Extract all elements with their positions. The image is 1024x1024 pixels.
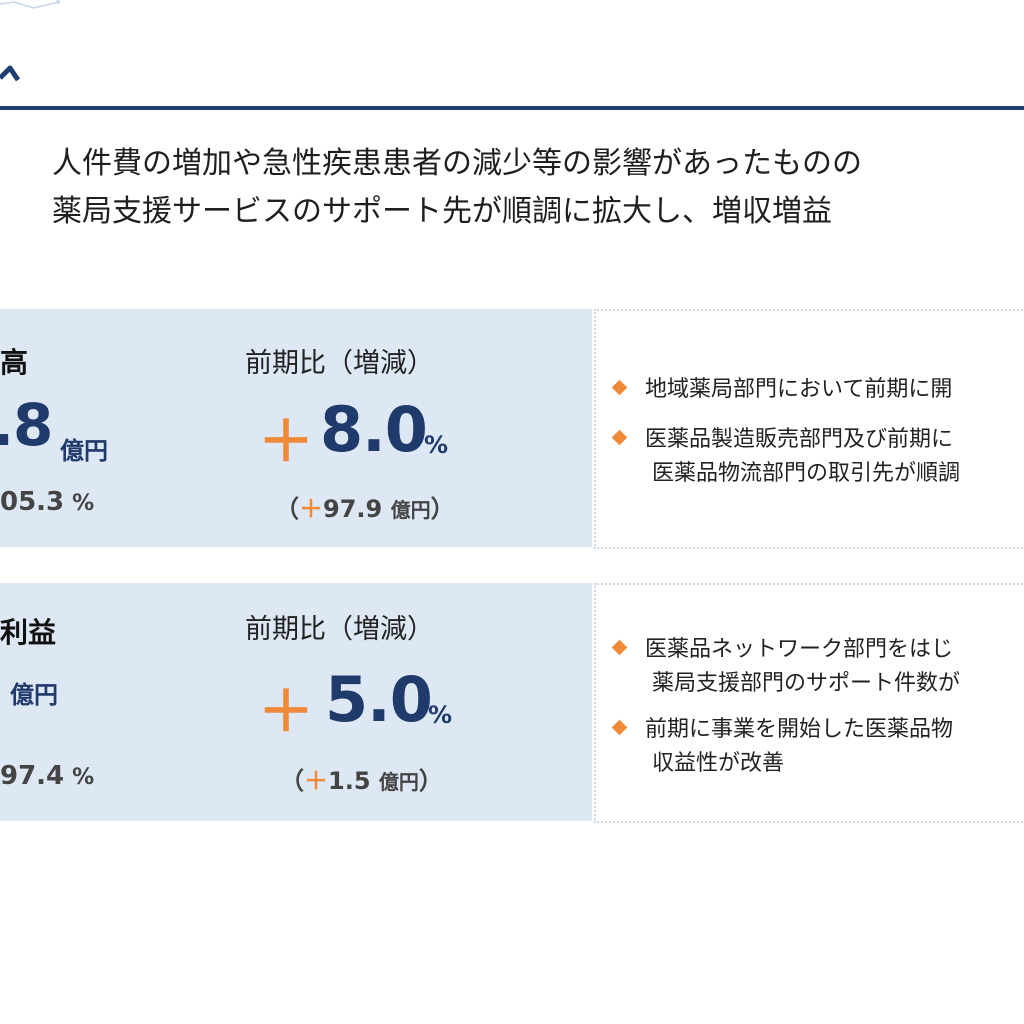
profit-cmp-plus: ＋ [258, 680, 314, 745]
profit-label: 利益 [0, 616, 57, 649]
sales-ratio: 05.3% [0, 487, 94, 517]
profit-note-1-cont: 薬局支援部門のサポート件数が [652, 671, 961, 696]
sales-note-1: 地域薬局部門において前期に開 [611, 373, 953, 407]
sales-ratio-unit: % [72, 491, 95, 516]
sales-unit: 億円 [60, 437, 108, 465]
diamond-bullet-icon [611, 639, 628, 656]
sales-cmp-plus: ＋ [258, 410, 314, 475]
profit-note-2-text: 前期に事業を開始した医薬品物 [645, 717, 954, 742]
sales-ratio-value: 05.3 [0, 487, 65, 517]
sales-amt-close: ） [430, 495, 455, 523]
profit-note-2-cont: 収益性が改善 [652, 751, 785, 776]
profit-cmp-label: 前期比（増減） [245, 614, 434, 645]
sales-amt-open: （ [275, 495, 299, 523]
header-rule [0, 106, 1024, 110]
profit-cmp-pct: % [428, 701, 453, 729]
sales-notes: 地域薬局部門において前期に開 医薬品製造販売部門及び前期に 医薬品物流部門の取引… [594, 309, 1024, 549]
profit-amt-open: （ [280, 767, 304, 795]
diamond-bullet-icon [611, 379, 628, 396]
sales-value: .8 [0, 391, 53, 459]
logo-icon [0, 0, 60, 82]
sales-cmp-amount: （＋97.9 億円） [275, 489, 455, 524]
profit-cmp-amount: （＋1.5 億円） [280, 761, 443, 796]
sales-note-1-text: 地域薬局部門において前期に開 [645, 377, 953, 402]
diamond-bullet-icon [611, 429, 628, 446]
sales-note-2: 医薬品製造販売部門及び前期に [611, 423, 954, 457]
sales-amt-plus: ＋ [299, 495, 323, 523]
profit-notes: 医薬品ネットワーク部門をはじ 薬局支援部門のサポート件数が 前期に事業を開始した… [594, 583, 1024, 823]
profit-note-1: 医薬品ネットワーク部門をはじ [611, 633, 954, 667]
profit-panel: 利益 億円 97.4% 前期比（増減） ＋ 5.0 % （＋1.5 億円） [0, 583, 592, 821]
sales-cmp-value: 8.0 [320, 393, 428, 466]
sales-note-2-cont: 医薬品物流部門の取引先が順調 [652, 461, 961, 486]
headline: 人件費の増加や急性疾患患者の減少等の影響があったものの 薬局支援サービスのサポー… [52, 140, 1012, 236]
sales-note-2-text: 医薬品製造販売部門及び前期に [645, 427, 954, 452]
sales-cmp-label: 前期比（増減） [245, 348, 434, 379]
profit-cmp-value: 5.0 [325, 663, 433, 736]
profit-amt-value: 1.5 [328, 767, 371, 795]
sales-amt-unit: 億円 [390, 498, 431, 522]
profit-note-2: 前期に事業を開始した医薬品物 [611, 713, 954, 747]
sales-panel: 高 .8 億円 05.3% 前期比（増減） ＋ 8.0 % （＋97.9 億円） [0, 309, 592, 547]
profit-amt-unit: 億円 [378, 770, 419, 794]
profit-ratio-unit: % [72, 765, 95, 790]
headline-line-2: 薬局支援サービスのサポート先が順調に拡大し、増収増益 [52, 194, 832, 229]
sales-cmp-pct: % [424, 431, 449, 459]
profit-amt-close: ） [418, 767, 443, 795]
sales-label: 高 [0, 346, 29, 379]
sales-amt-value: 97.9 [323, 495, 383, 523]
profit-amt-plus: ＋ [304, 767, 328, 795]
profit-ratio-value: 97.4 [0, 761, 65, 791]
profit-note-1-text: 医薬品ネットワーク部門をはじ [645, 637, 954, 662]
profit-ratio: 97.4% [0, 761, 94, 791]
headline-line-1: 人件費の増加や急性疾患患者の減少等の影響があったものの [52, 146, 862, 181]
diamond-bullet-icon [611, 719, 628, 736]
profit-unit: 億円 [10, 681, 58, 709]
